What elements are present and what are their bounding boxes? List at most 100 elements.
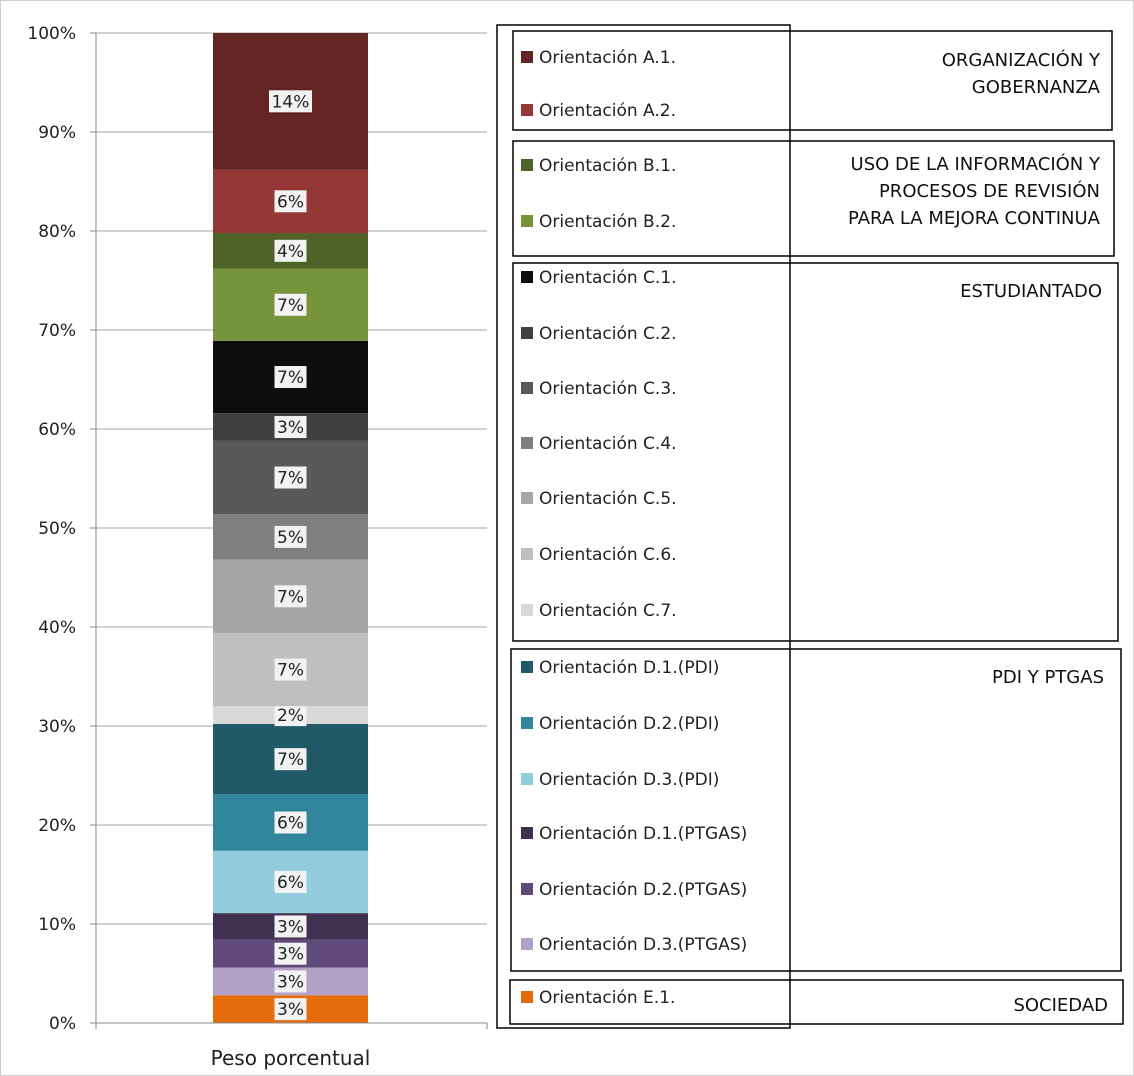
data-label: 6% <box>277 814 304 834</box>
y-tick-label: 70% <box>38 321 76 341</box>
y-tick-label: 30% <box>38 717 76 737</box>
group-title: PROCESOS DE REVISIÓN <box>879 180 1100 202</box>
legend-label: Orientación B.2. <box>539 212 676 232</box>
y-tick-label: 100% <box>27 24 76 44</box>
data-label-box <box>274 239 307 262</box>
group-title: PARA LA MEJORA CONTINUA <box>848 208 1101 229</box>
data-label: 7% <box>277 469 304 489</box>
legend-label: Orientación D.1.(PTGAS) <box>539 824 747 844</box>
data-label: 5% <box>277 528 304 548</box>
legend-label: Orientación E.1. <box>539 988 675 1008</box>
group-box <box>512 140 1115 257</box>
y-tick-label: 60% <box>38 420 76 440</box>
legend-swatch <box>521 215 533 227</box>
data-label: 3% <box>277 972 304 992</box>
legend-swatch <box>521 437 533 449</box>
data-label-box <box>274 811 307 834</box>
data-label-box <box>274 870 307 893</box>
y-tick-label: 0% <box>49 1014 76 1034</box>
data-label: 6% <box>277 192 304 212</box>
data-label-box <box>274 525 307 548</box>
data-label: 7% <box>277 296 304 316</box>
legend-swatch <box>521 883 533 895</box>
data-label: 3% <box>277 945 304 965</box>
legend-swatch <box>521 382 533 394</box>
legend-swatch <box>521 51 533 63</box>
legend-swatch <box>521 938 533 950</box>
legend-label: Orientación C.1. <box>539 268 677 288</box>
legend-swatch <box>521 773 533 785</box>
legend-swatch <box>521 991 533 1003</box>
y-tick-label: 90% <box>38 123 76 143</box>
data-label-box <box>274 970 307 993</box>
data-label-box <box>274 190 307 213</box>
legend-swatch <box>521 271 533 283</box>
data-label: 3% <box>277 1000 304 1020</box>
group-title: USO DE LA INFORMACIÓN Y <box>851 153 1101 175</box>
legend-label: Orientación C.5. <box>539 489 677 509</box>
data-label-box <box>269 90 312 113</box>
data-label-box <box>274 704 307 727</box>
legend-label: Orientación C.4. <box>539 434 677 454</box>
group-title: ORGANIZACIÓN Y <box>942 49 1101 71</box>
data-label: 14% <box>272 92 310 112</box>
data-label-box <box>274 942 307 965</box>
data-label: 3% <box>277 418 304 438</box>
data-label-box <box>274 658 307 681</box>
data-label-box <box>274 585 307 608</box>
data-label-box <box>274 998 307 1021</box>
axis-layer: 0% 10% 20% 30% 40% 50% 60% 70% 80% 90% 100% Peso po… <box>27 24 488 1070</box>
data-label: 4% <box>277 242 304 262</box>
legend-swatch <box>521 604 533 616</box>
legend-label: Orientación C.3. <box>539 379 677 399</box>
data-label: 7% <box>277 587 304 607</box>
data-label: 3% <box>277 917 304 937</box>
group-title: SOCIEDAD <box>1013 995 1108 1016</box>
group-box <box>512 262 1119 642</box>
legend-swatch <box>521 717 533 729</box>
legend-swatch <box>521 661 533 673</box>
legend-swatch <box>521 492 533 504</box>
data-label: 7% <box>277 368 304 388</box>
y-tick-label: 50% <box>38 519 76 539</box>
data-label-box <box>274 416 307 439</box>
data-label-box <box>274 366 307 389</box>
legend-label: Orientación D.1.(PDI) <box>539 658 719 678</box>
data-label: 6% <box>277 873 304 893</box>
legend-swatch <box>521 827 533 839</box>
group-box <box>509 979 1124 1025</box>
group-box <box>512 30 1113 131</box>
legend-swatch <box>521 104 533 116</box>
legend-label: Orientación A.1. <box>539 48 676 68</box>
y-tick-label: 40% <box>38 618 76 638</box>
x-category-label: Peso porcentual <box>211 1046 371 1070</box>
legend-layer: Orientación A.1. Orientación A.2. Orientac… <box>496 24 1124 1029</box>
data-label-box <box>274 293 307 316</box>
legend-label: Orientación D.2.(PDI) <box>539 714 719 734</box>
y-tick-label: 20% <box>38 816 76 836</box>
legend-label: Orientación B.1. <box>539 156 676 176</box>
legend-label: Orientación C.2. <box>539 324 677 344</box>
legend-label: Orientación C.7. <box>539 601 677 621</box>
legend-swatch <box>521 548 533 560</box>
data-label-box <box>274 466 307 489</box>
legend-swatch <box>521 159 533 171</box>
legend-label: Orientación D.3.(PTGAS) <box>539 935 747 955</box>
legend-swatch <box>521 327 533 339</box>
legend-label: Orientación D.2.(PTGAS) <box>539 880 747 900</box>
data-label: 7% <box>277 750 304 770</box>
y-tick-label: 10% <box>38 915 76 935</box>
group-title: ESTUDIANTADO <box>960 281 1102 302</box>
legend-border <box>496 24 791 1029</box>
group-box <box>510 648 1122 972</box>
y-tick-label: 80% <box>38 222 76 242</box>
legend-label: Orientación D.3.(PDI) <box>539 770 719 790</box>
data-label: 7% <box>277 661 304 681</box>
data-label-box <box>274 915 307 938</box>
group-title: PDI Y PTGAS <box>992 667 1104 688</box>
data-label-box <box>274 748 307 771</box>
group-title: GOBERNANZA <box>972 77 1101 98</box>
legend-label: Orientación C.6. <box>539 545 677 565</box>
